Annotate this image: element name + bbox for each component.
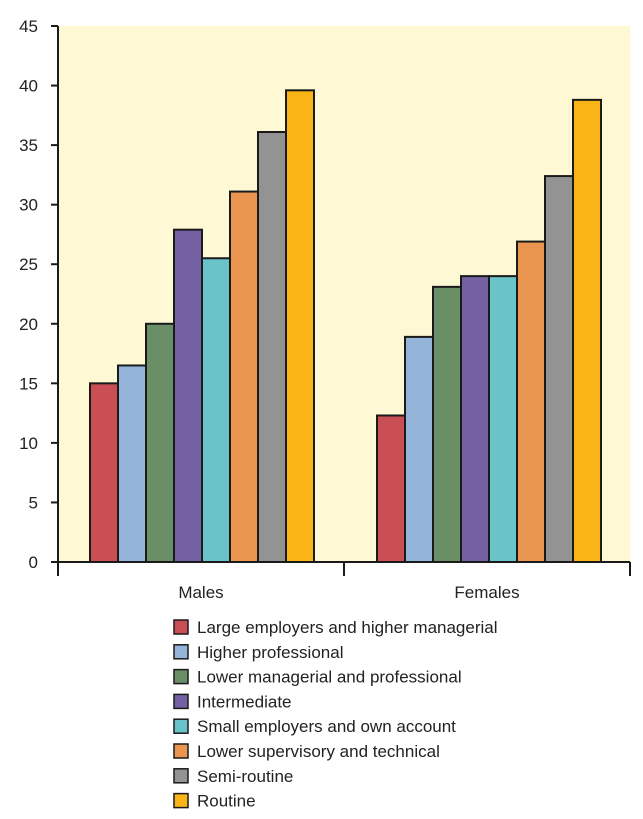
legend-label: Higher professional (197, 643, 343, 662)
y-tick-label: 10 (19, 434, 38, 453)
y-axis: 0 5 10 15 20 25 30 35 40 45 (19, 17, 59, 572)
legend-swatch (173, 668, 189, 685)
legend-swatch (173, 619, 189, 635)
bar-males-1 (89, 382, 119, 564)
legend-label: Semi-routine (197, 767, 293, 786)
y-tick-label: 30 (19, 196, 38, 215)
bar-females-4 (460, 275, 490, 563)
bar-males-7 (257, 131, 287, 564)
bar-males-6 (229, 190, 259, 563)
legend: Large employers and higher managerial Hig… (173, 618, 498, 811)
bar-females-1 (376, 414, 406, 564)
y-tick-label: 5 (29, 493, 38, 512)
legend-label: Lower managerial and professional (197, 668, 462, 687)
x-category-label: Females (454, 583, 519, 602)
legend-swatch (173, 718, 189, 734)
x-category-label: Males (178, 583, 223, 602)
legend-swatch (173, 693, 189, 710)
bars (89, 89, 602, 564)
y-tick-label: 25 (19, 255, 38, 274)
y-tick-label: 35 (19, 136, 38, 155)
legend-label: Routine (197, 792, 256, 811)
bar-males-4 (173, 228, 203, 563)
bar-females-7 (544, 175, 574, 564)
legend-swatch (173, 644, 189, 660)
legend-swatch (173, 792, 189, 809)
y-tick-label: 15 (19, 374, 38, 393)
bar-females-2 (404, 335, 434, 563)
bar-females-5 (488, 275, 518, 563)
bar-males-5 (201, 257, 231, 563)
legend-label: Small employers and own account (197, 717, 456, 736)
bar-males-3 (145, 322, 175, 563)
y-tick-label: 45 (19, 17, 38, 36)
y-tick-label: 40 (19, 77, 38, 96)
x-axis: Males Females (57, 561, 631, 602)
legend-swatch (173, 743, 189, 759)
legend-label: Intermediate (197, 692, 292, 711)
bar-females-8 (572, 98, 602, 564)
legend-label: Large employers and higher managerial (197, 618, 498, 637)
bar-females-6 (516, 240, 546, 563)
y-tick-label: 0 (29, 553, 38, 572)
bar-males-2 (117, 364, 147, 564)
legend-label: Lower supervisory and technical (197, 742, 440, 761)
bar-males-8 (285, 89, 315, 563)
legend-swatch (173, 768, 189, 784)
y-tick-label: 20 (19, 315, 38, 334)
bar-females-3 (432, 285, 462, 563)
